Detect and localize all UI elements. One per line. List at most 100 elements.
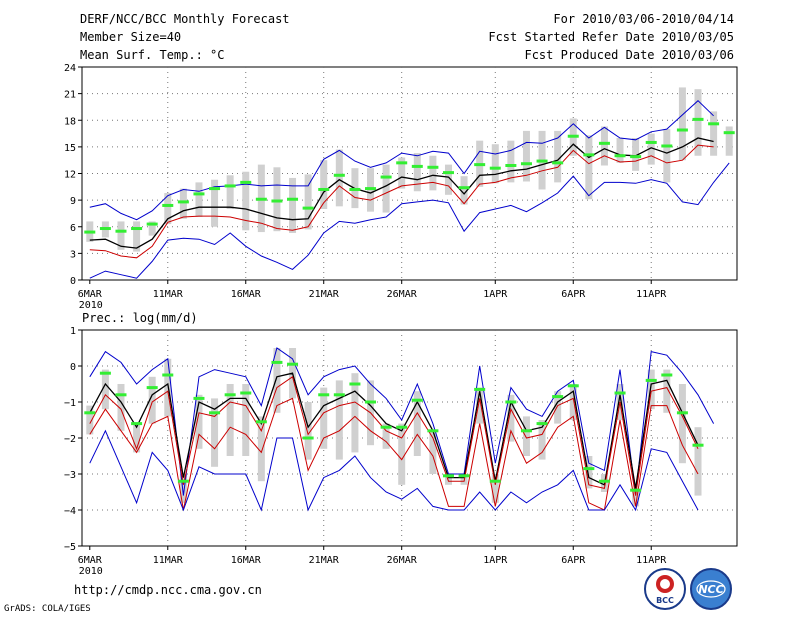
y-tick-label: 0 [70,362,76,373]
ensemble-marker [692,443,704,447]
member-range-bar [694,89,702,156]
member-range-bar [491,144,499,184]
ensemble-marker [458,186,470,190]
member-range-bar [86,405,94,435]
member-range-bar [694,427,702,496]
member-range-bar [242,171,250,231]
member-range-bar [507,140,515,183]
ensemble-marker [536,159,548,163]
source-url[interactable]: http://cmdp.ncc.cma.gov.cn [74,583,262,597]
member-range-bar [179,474,187,503]
ensemble-marker [177,479,189,483]
ensemble-marker [271,360,283,364]
ensemble-marker [333,173,345,177]
series-line-min [89,162,730,279]
ensemble-marker [458,474,470,478]
x-tick-label: 16MAR [231,555,262,566]
ensemble-marker [287,362,299,366]
x-tick-label: 1APR [483,555,508,566]
ensemble-marker [224,393,236,397]
ensemble-marker [84,230,96,234]
ensemble-marker [630,488,642,492]
ensemble-marker [552,161,564,165]
x-tick-label: 11APR [636,555,667,566]
ensemble-marker [427,429,439,433]
ensemble-marker [645,140,657,144]
member-range-bar [211,398,219,467]
x-tick-label: 1APR [483,289,508,300]
ensemble-marker [442,171,454,175]
ensemble-marker [692,117,704,121]
ensemble-marker [224,184,236,188]
ensemble-marker [567,134,579,138]
series-line-mean [89,137,714,249]
ensemble-marker [209,187,221,191]
ensemble-marker [552,395,564,399]
member-range-bar [101,369,109,410]
ensemble-marker [411,398,423,402]
series-line-mean [89,372,699,489]
ensemble-marker [598,479,610,483]
member-range-bar [710,111,718,156]
ensemble-marker [723,131,735,135]
series-line-median [89,144,714,259]
ensemble-marker [240,391,252,395]
member-range-bar [304,174,312,230]
member-range-bar [491,474,499,503]
ensemble-marker [255,197,267,201]
x-tick-year: 2010 [79,300,103,311]
member-range-bar [117,221,125,250]
ensemble-marker [333,393,345,397]
member-range-bar [554,130,562,183]
ensemble-marker [676,411,688,415]
forecast-period: For 2010/03/06-2010/04/14 [553,12,734,26]
ensemble-marker [427,165,439,169]
ensemble-marker [661,144,673,148]
ensemble-marker [193,192,205,196]
ensemble-marker [146,222,158,226]
member-range-bar [133,423,141,453]
ncc-logo: NCC [690,568,732,610]
bcc-logo: BCC [644,568,686,610]
member-range-bar [522,130,530,182]
series-line-lower [89,397,699,511]
ensemble-marker [411,164,423,168]
y-tick-label: −1 [64,398,76,409]
member-range-bar [148,221,156,236]
y-tick-label: 12 [64,170,76,181]
x-tick-label: 26MAR [387,289,418,300]
member-range-bar [211,179,219,227]
ensemble-marker [365,187,377,191]
member-range-bar [678,384,686,464]
member-range-bar [242,384,250,456]
member-range-bar [273,348,281,413]
y-tick-label: 9 [70,196,76,207]
ensemble-marker [115,393,127,397]
member-range-bar [148,376,156,424]
produced-date: Fcst Produced Date 2010/03/06 [524,48,734,62]
member-range-bar [600,126,608,166]
started-date: Fcst Started Refer Date 2010/03/05 [488,30,734,44]
member-range-bar [179,188,187,219]
ensemble-marker [489,479,501,483]
x-tick-label: 11MAR [153,555,184,566]
member-range-bar [226,175,234,209]
ensemble-marker [255,420,267,424]
ensemble-marker [614,154,626,158]
member-range-bar [444,164,452,195]
member-size-label: Member Size=40 [80,30,182,44]
x-tick-year: 2010 [79,566,103,577]
y-tick-label: 0 [70,276,76,287]
member-range-bar [320,387,328,449]
y-tick-label: −3 [64,470,76,481]
ncc-logo-text: NCC [698,583,723,596]
x-tick-label: 6MAR [78,555,103,566]
ensemble-marker [583,153,595,157]
member-range-bar [195,182,203,217]
series-line-median [89,375,699,496]
y-tick-label: −4 [64,506,76,517]
x-tick-label: 6APR [561,555,586,566]
ensemble-marker [240,180,252,184]
